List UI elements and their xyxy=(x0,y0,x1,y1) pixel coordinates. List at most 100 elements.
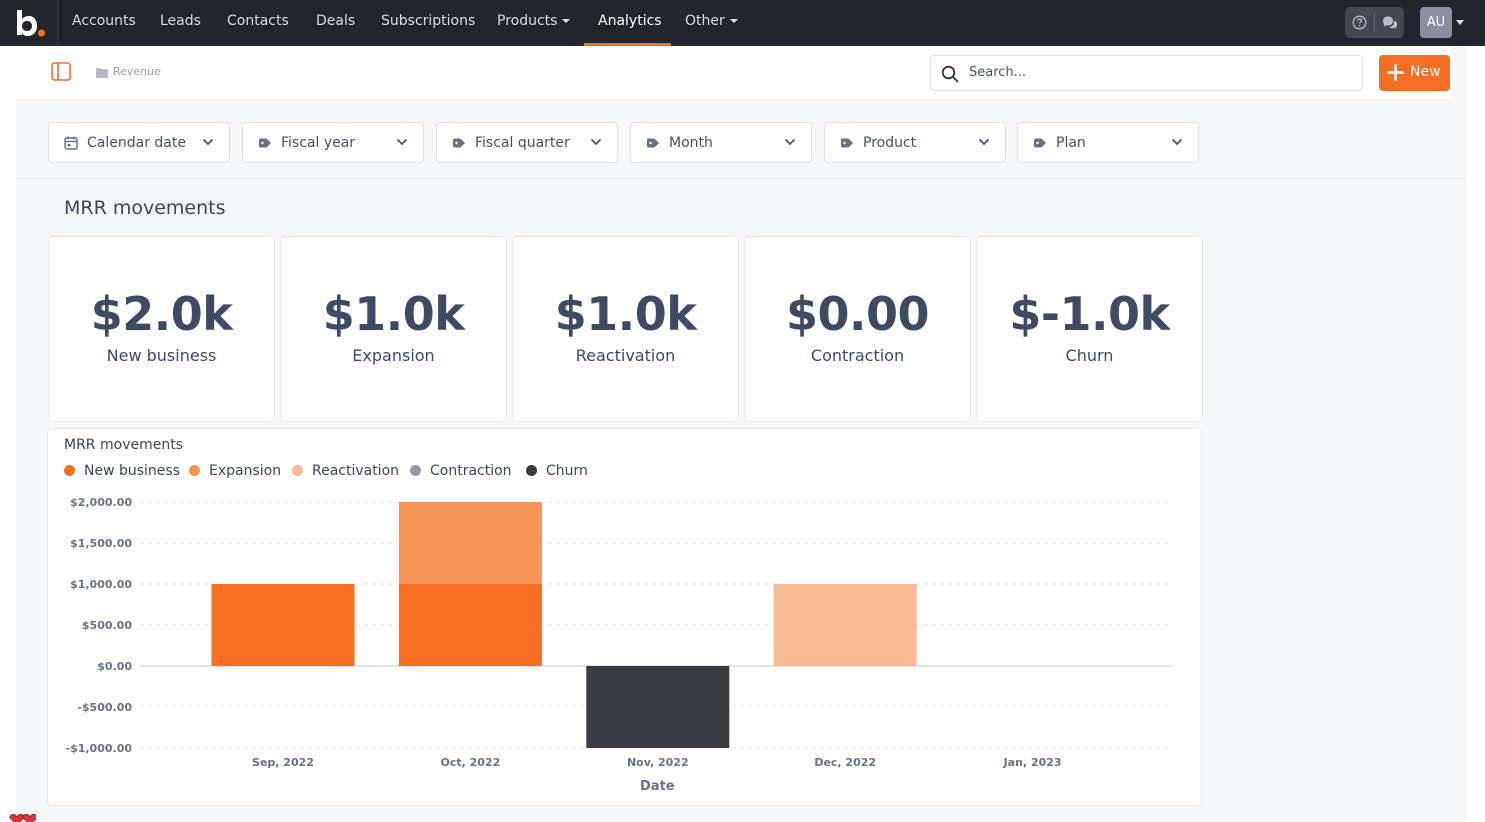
bar-new-business xyxy=(398,584,542,666)
chevron-down-icon xyxy=(978,138,990,146)
legend-label: Contraction xyxy=(430,463,512,479)
bar-new-business xyxy=(211,584,355,666)
legend-item-contraction[interactable]: Contraction xyxy=(410,463,512,479)
x-tick-label: Sep, 2022 xyxy=(252,756,314,769)
y-tick-label: $500.00 xyxy=(82,619,132,632)
filter-label: Calendar date xyxy=(87,135,186,151)
chevron-down-icon xyxy=(562,19,571,23)
x-axis-title: Date xyxy=(640,779,675,794)
filter-product[interactable]: Product xyxy=(824,122,1006,163)
nav-item-other-label: Other xyxy=(685,13,725,29)
legend-label: Expansion xyxy=(209,463,282,479)
chat-icon[interactable] xyxy=(1382,15,1398,30)
kpi-card-new-business: $2.0k New business xyxy=(48,236,275,422)
x-tick-label: Nov, 2022 xyxy=(627,756,689,769)
legend-item-churn[interactable]: Churn xyxy=(526,463,588,479)
avatar-chevron-down-icon[interactable] xyxy=(1456,20,1464,25)
bar-expansion xyxy=(398,502,542,584)
kpi-value: $2.0k xyxy=(90,287,233,341)
logo-divider xyxy=(57,0,58,46)
chevron-down-icon xyxy=(590,138,602,146)
help-group-separator xyxy=(1374,13,1375,32)
legend-label: Churn xyxy=(546,463,588,479)
help-chat-group xyxy=(1345,7,1404,38)
kpi-card-reactivation: $1.0k Reactivation xyxy=(512,236,739,422)
y-tick-label: $0.00 xyxy=(97,660,132,673)
help-icon[interactable] xyxy=(1352,15,1367,30)
nav-item-subscriptions[interactable]: Subscriptions xyxy=(381,13,476,29)
filter-label: Fiscal year xyxy=(281,135,356,151)
nav-item-contacts[interactable]: Contacts xyxy=(227,13,289,29)
tag-icon xyxy=(259,138,271,148)
tag-icon xyxy=(647,138,659,148)
legend-item-expansion[interactable]: Expansion xyxy=(189,463,281,479)
kpi-label: Reactivation xyxy=(575,346,676,365)
kpi-label: Expansion xyxy=(352,346,435,365)
filter-label: Fiscal quarter xyxy=(475,135,570,151)
search-placeholder: Search... xyxy=(969,65,1027,80)
filter-plan[interactable]: Plan xyxy=(1017,122,1199,163)
tag-icon xyxy=(841,138,853,148)
new-button[interactable]: New xyxy=(1379,55,1450,91)
page-title: MRR movements xyxy=(64,197,226,219)
legend-dot xyxy=(64,465,75,476)
x-tick-label: Dec, 2022 xyxy=(814,756,876,769)
filter-label: Month xyxy=(669,135,713,151)
app-logo[interactable] xyxy=(14,6,48,40)
heart-icon xyxy=(9,814,36,822)
chevron-down-icon xyxy=(1171,138,1183,146)
tag-icon xyxy=(453,138,465,148)
search-input[interactable]: Search... xyxy=(930,55,1363,91)
filter-label: Product xyxy=(863,135,917,151)
sidebar-toggle-icon[interactable] xyxy=(51,62,71,81)
active-tab-indicator xyxy=(584,43,671,46)
mrr-movements-chart: $2,000.00 $1,500.00 $1,000.00 $500.00 $0.00 -… xyxy=(66,496,1173,769)
kpi-label: New business xyxy=(106,346,217,365)
folder-icon xyxy=(96,68,108,78)
chevron-down-icon xyxy=(202,138,214,146)
legend-dot xyxy=(292,465,303,476)
filters-divider xyxy=(16,178,1466,179)
kpi-card-contraction: $0.00 Contraction xyxy=(744,236,971,422)
y-tick-label: -$1,000.00 xyxy=(66,742,133,755)
filter-month[interactable]: Month xyxy=(630,122,812,163)
right-edge-strip xyxy=(1466,46,1485,822)
legend-label: Reactivation xyxy=(312,463,400,479)
nav-item-deals[interactable]: Deals xyxy=(316,13,356,29)
legend-dot xyxy=(189,465,200,476)
y-tick-label: $1,000.00 xyxy=(70,578,132,591)
y-tick-label: $2,000.00 xyxy=(70,496,132,509)
new-button-label: New xyxy=(1410,64,1441,80)
chevron-down-icon xyxy=(396,138,408,146)
x-tick-label: Jan, 2023 xyxy=(1003,756,1062,769)
kpi-card-expansion: $1.0k Expansion xyxy=(280,236,507,422)
chart-title: MRR movements xyxy=(64,437,183,453)
nav-item-products[interactable]: Products xyxy=(497,0,571,46)
kpi-value: $0.00 xyxy=(785,287,930,341)
legend-item-reactivation[interactable]: Reactivation xyxy=(292,463,399,479)
kpi-label: Contraction xyxy=(810,346,905,365)
bar-reactivation xyxy=(773,584,917,666)
filter-label: Plan xyxy=(1056,135,1086,151)
user-avatar[interactable]: AU xyxy=(1420,7,1452,38)
bar-churn xyxy=(586,666,730,748)
nav-item-analytics[interactable]: Analytics xyxy=(598,13,662,29)
top-navigation-bar: Accounts Leads Contacts Deals Subscripti… xyxy=(0,0,1485,46)
filter-fiscal-year[interactable]: Fiscal year xyxy=(242,122,424,163)
legend-item-new-business[interactable]: New business xyxy=(64,463,180,479)
plus-icon xyxy=(1387,64,1404,81)
nav-item-leads[interactable]: Leads xyxy=(160,13,201,29)
search-icon xyxy=(941,65,959,83)
filter-fiscal-quarter[interactable]: Fiscal quarter xyxy=(436,122,618,163)
nav-item-accounts[interactable]: Accounts xyxy=(72,13,136,29)
y-tick-label: $1,500.00 xyxy=(70,537,132,550)
x-tick-label: Oct, 2022 xyxy=(441,756,501,769)
nav-item-other[interactable]: Other xyxy=(685,0,738,46)
legend-dot xyxy=(410,465,421,476)
calendar-icon xyxy=(64,136,78,150)
filter-calendar-date[interactable]: Calendar date xyxy=(48,122,230,163)
kpi-label: Churn xyxy=(1065,346,1114,365)
kpi-value: $1.0k xyxy=(554,287,697,341)
breadcrumb[interactable]: Revenue xyxy=(113,65,161,78)
legend-dot xyxy=(526,465,537,476)
